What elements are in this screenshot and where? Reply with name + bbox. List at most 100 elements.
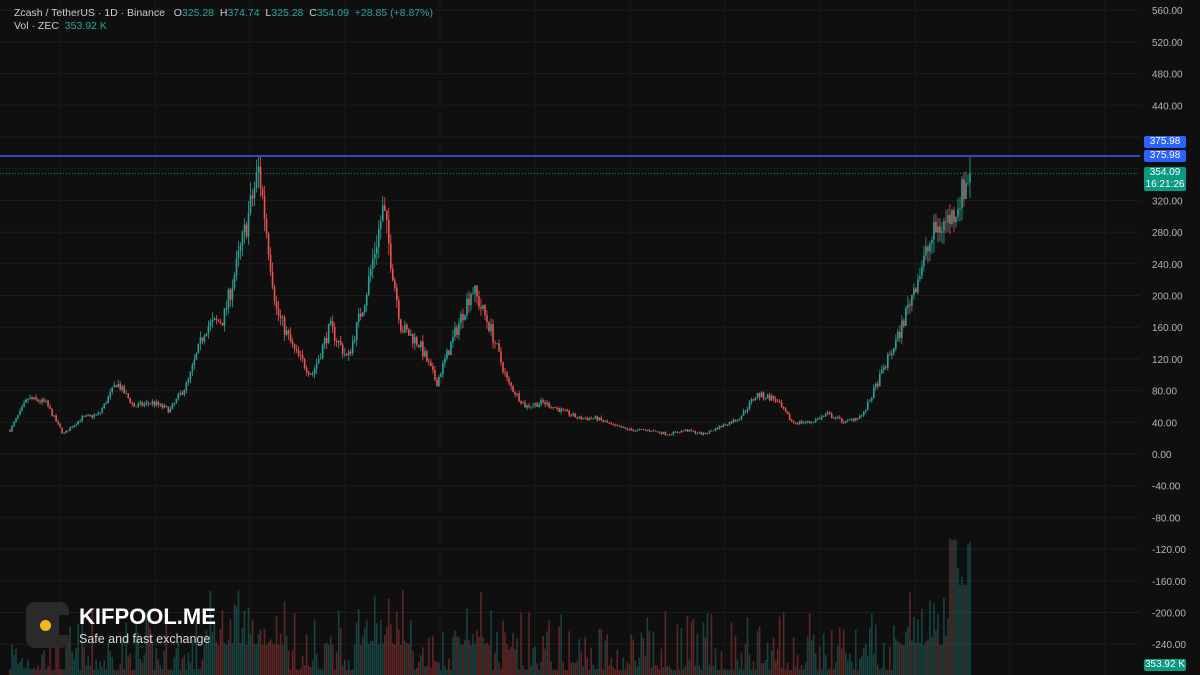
candle-body bbox=[662, 432, 665, 435]
volume-bar bbox=[179, 669, 182, 675]
volume-bar bbox=[698, 665, 701, 675]
candle-body bbox=[177, 394, 180, 399]
candle-body bbox=[905, 307, 907, 326]
candle-body bbox=[750, 399, 753, 403]
volume-bar bbox=[426, 666, 428, 675]
volume-bar bbox=[151, 640, 154, 675]
volume-bar bbox=[428, 637, 430, 675]
volume-bar bbox=[103, 660, 105, 675]
low-value: 325.28 bbox=[271, 7, 304, 19]
candle-body bbox=[903, 320, 905, 326]
volume-bar bbox=[802, 669, 805, 675]
close-label: C bbox=[309, 7, 317, 19]
volume-bar bbox=[520, 612, 522, 675]
candle-body bbox=[418, 344, 420, 347]
candle-body bbox=[121, 386, 124, 390]
candle-body bbox=[243, 224, 246, 233]
volume-bar bbox=[311, 660, 314, 675]
candle-body bbox=[383, 205, 386, 211]
volume-bar bbox=[297, 669, 300, 675]
volume-bar bbox=[834, 661, 837, 675]
candle-body bbox=[949, 215, 951, 225]
volume-bar bbox=[604, 640, 607, 675]
volume-bar bbox=[917, 619, 919, 675]
volume-bar bbox=[9, 669, 11, 675]
candle-body bbox=[53, 415, 55, 417]
candle-body bbox=[538, 404, 540, 407]
volume-bar bbox=[570, 662, 572, 675]
kifpool-logo: KIFPOOL.ME Safe and fast exchange bbox=[26, 602, 216, 648]
candle-body bbox=[688, 429, 691, 432]
volume-bar bbox=[740, 652, 743, 675]
volume-bar bbox=[574, 662, 576, 675]
volume-bar bbox=[227, 640, 230, 675]
volume-bar bbox=[275, 616, 278, 675]
candle-body bbox=[412, 334, 414, 344]
volume-bar bbox=[923, 644, 925, 675]
candle-body bbox=[381, 205, 384, 222]
candle-body bbox=[514, 391, 516, 395]
candle-body bbox=[907, 304, 909, 308]
volume-bar bbox=[706, 612, 709, 675]
candle-body bbox=[718, 425, 721, 430]
candle-body bbox=[213, 318, 216, 320]
volume-bar bbox=[624, 668, 627, 675]
candle-body bbox=[554, 407, 556, 408]
candle-body bbox=[552, 407, 554, 408]
candle-body bbox=[955, 216, 957, 223]
volume-bar bbox=[794, 667, 797, 675]
candle-body bbox=[83, 416, 85, 418]
candle-body bbox=[704, 432, 707, 434]
volume-bar bbox=[594, 669, 597, 675]
volume-bar bbox=[111, 656, 114, 675]
candle-body bbox=[963, 179, 965, 199]
volume-bar bbox=[434, 660, 436, 675]
candle-body bbox=[452, 336, 454, 343]
symbol-label[interactable]: Zcash / TetherUS · 1D · Binance bbox=[14, 7, 165, 19]
volume-bar bbox=[101, 667, 103, 675]
volume-label[interactable]: Vol · ZEC bbox=[14, 20, 59, 32]
volume-bar bbox=[436, 661, 438, 675]
volume-bar bbox=[19, 661, 21, 675]
candle-body bbox=[546, 402, 548, 405]
volume-bar bbox=[911, 640, 913, 675]
volume-bar bbox=[93, 669, 95, 675]
volume-bar bbox=[750, 669, 753, 675]
candle-body bbox=[728, 422, 731, 426]
volume-bar bbox=[694, 665, 697, 675]
volume-bar bbox=[408, 644, 410, 675]
candle-body bbox=[734, 419, 737, 422]
volume-bar bbox=[774, 660, 777, 675]
volume-bar bbox=[748, 654, 751, 675]
volume-bar bbox=[658, 669, 661, 675]
candle-body bbox=[788, 414, 791, 420]
open-label: O bbox=[173, 7, 182, 19]
low-label: L bbox=[265, 7, 272, 19]
candle-body bbox=[806, 421, 809, 423]
volume-bar bbox=[921, 608, 923, 675]
candle-body bbox=[844, 420, 847, 423]
volume-bar bbox=[359, 645, 362, 675]
volume-bar bbox=[406, 643, 408, 675]
candle-body bbox=[21, 406, 23, 411]
candle-body bbox=[560, 408, 562, 412]
candle-body bbox=[674, 431, 677, 433]
volume-bar bbox=[203, 644, 206, 675]
candle-body bbox=[303, 359, 306, 368]
candle-body bbox=[373, 253, 376, 260]
candle-body bbox=[249, 195, 252, 213]
volume-bar bbox=[109, 651, 112, 675]
candle-body bbox=[410, 334, 412, 336]
volume-bar bbox=[267, 641, 270, 675]
volume-bar bbox=[73, 659, 75, 675]
volume-bar bbox=[398, 629, 400, 675]
volume-bar bbox=[255, 644, 258, 675]
volume-bar bbox=[822, 633, 825, 675]
chart-legend: Zcash / TetherUS · 1D · Binance O325.28 … bbox=[14, 7, 433, 33]
volume-bar bbox=[472, 634, 474, 675]
candle-body bbox=[400, 319, 402, 331]
y-tick-label: 240.00 bbox=[1152, 260, 1183, 271]
candle-body bbox=[113, 385, 116, 388]
volume-bar bbox=[598, 628, 601, 675]
